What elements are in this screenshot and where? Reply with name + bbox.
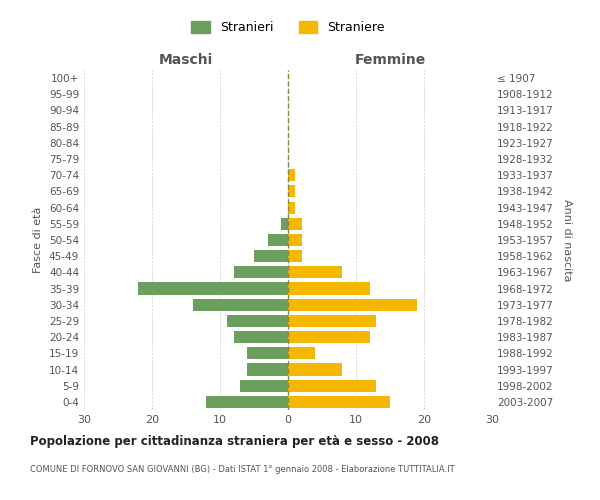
Bar (268, 234, 288, 246)
Bar (288, 169, 295, 181)
Bar (288, 202, 295, 213)
Bar (288, 250, 302, 262)
Bar (233, 266, 288, 278)
Bar (193, 298, 288, 311)
Bar (288, 234, 302, 246)
Bar (288, 298, 417, 311)
Bar (281, 218, 288, 230)
Bar (139, 282, 288, 294)
Bar (233, 331, 288, 343)
Bar (247, 348, 288, 360)
Text: COMUNE DI FORNOVO SAN GIOVANNI (BG) - Dati ISTAT 1° gennaio 2008 - Elaborazione : COMUNE DI FORNOVO SAN GIOVANNI (BG) - Da… (30, 465, 455, 474)
Bar (288, 266, 343, 278)
Bar (288, 364, 343, 376)
Bar (288, 348, 315, 360)
Bar (288, 218, 302, 230)
Bar (206, 396, 288, 408)
Bar (254, 250, 288, 262)
Bar (241, 380, 288, 392)
Y-axis label: Anni di nascita: Anni di nascita (562, 198, 572, 281)
Bar (288, 396, 390, 408)
Text: Popolazione per cittadinanza straniera per età e sesso - 2008: Popolazione per cittadinanza straniera p… (30, 435, 439, 448)
Bar (288, 282, 370, 294)
Y-axis label: Fasce di età: Fasce di età (34, 207, 43, 273)
Bar (227, 315, 288, 327)
Legend: Stranieri, Straniere: Stranieri, Straniere (186, 16, 390, 40)
Text: Maschi: Maschi (159, 53, 213, 67)
Bar (288, 186, 295, 198)
Text: Femmine: Femmine (355, 53, 425, 67)
Bar (288, 380, 376, 392)
Bar (288, 315, 376, 327)
Bar (247, 364, 288, 376)
Bar (288, 331, 370, 343)
